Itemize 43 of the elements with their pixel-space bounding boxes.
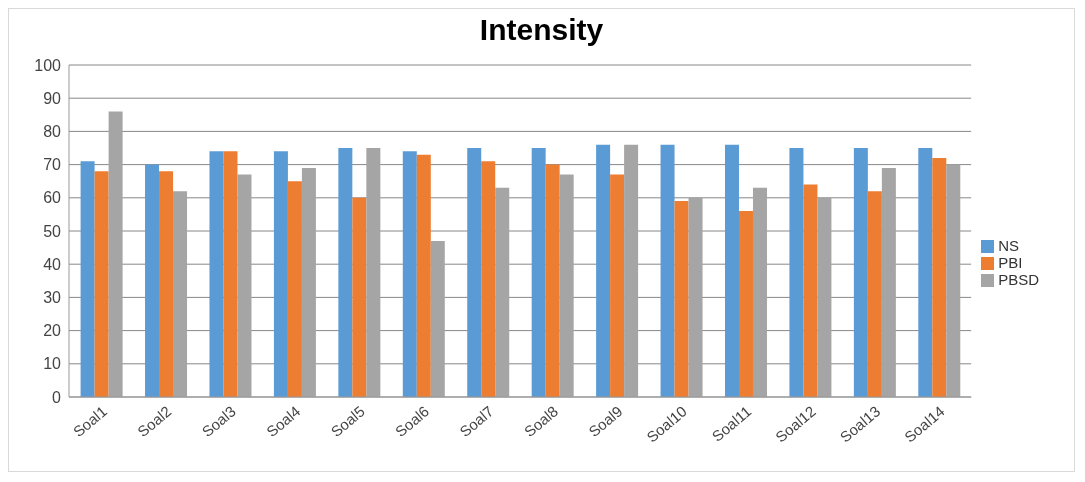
bar <box>287 181 302 397</box>
bar <box>338 148 353 397</box>
bar <box>209 151 224 397</box>
bar <box>867 191 882 397</box>
bar <box>402 151 417 397</box>
bar <box>853 148 868 397</box>
bar <box>481 161 496 397</box>
legend-label: NS <box>998 236 1019 254</box>
legend-label: PBSD <box>998 270 1039 288</box>
bar <box>724 144 739 397</box>
bar <box>789 148 804 397</box>
bar <box>80 161 95 397</box>
y-tick-label: 40 <box>43 255 62 273</box>
bar <box>545 164 560 397</box>
bar <box>803 184 818 397</box>
bar <box>145 164 160 397</box>
bar <box>223 151 238 397</box>
bar <box>738 211 753 397</box>
y-tick-label: 90 <box>43 89 62 107</box>
bar <box>531 148 546 397</box>
bar <box>94 171 109 397</box>
y-tick-label: 20 <box>43 322 62 340</box>
bar <box>660 144 675 397</box>
chart-title: Intensity <box>478 12 605 48</box>
y-tick-label: 80 <box>43 123 62 141</box>
y-tick-label: 50 <box>43 222 62 240</box>
y-tick-label: 100 <box>34 56 62 74</box>
bar <box>416 154 431 397</box>
y-tick-label: 0 <box>52 388 62 406</box>
legend-label: PBI <box>998 253 1023 271</box>
bar <box>596 144 611 397</box>
y-tick-label: 60 <box>43 189 62 207</box>
y-tick-label: 10 <box>43 355 62 373</box>
bar <box>610 174 625 397</box>
bar <box>918 148 933 397</box>
y-tick-label: 70 <box>43 156 62 174</box>
bar <box>273 151 288 397</box>
bar <box>159 171 174 397</box>
bar <box>674 201 689 397</box>
bar <box>932 157 947 397</box>
bar <box>352 197 367 397</box>
bar <box>467 148 482 397</box>
y-tick-label: 30 <box>43 289 62 307</box>
